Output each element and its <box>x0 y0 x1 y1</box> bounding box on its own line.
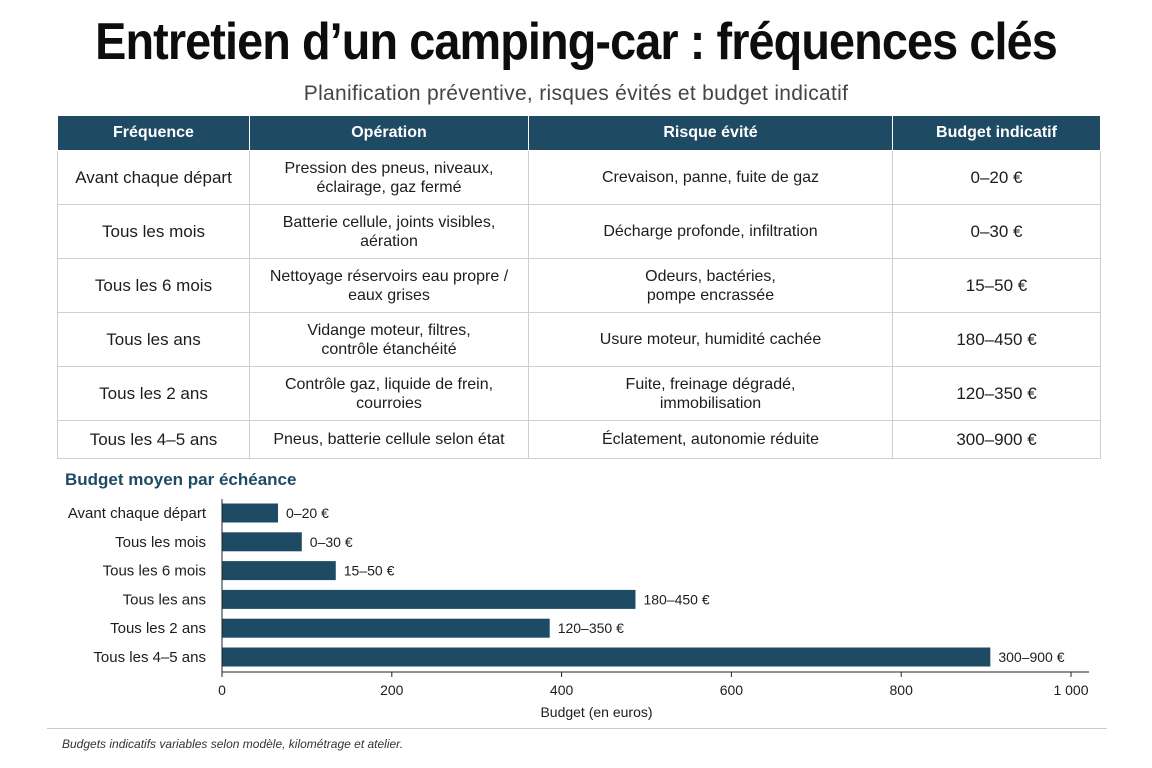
cell-risque: Éclatement, autonomie réduite <box>528 420 893 459</box>
category-label: Tous les mois <box>115 534 206 551</box>
table-row: Avant chaque départ Pression des pneus, … <box>57 150 1101 205</box>
cell-frequence: Avant chaque départ <box>57 150 250 205</box>
category-label: Tous les 4–5 ans <box>93 649 206 666</box>
bar <box>222 618 550 638</box>
x-tick-label: 600 <box>720 682 744 698</box>
bar <box>222 589 636 609</box>
x-tick-label: 800 <box>890 682 914 698</box>
data-label: 15–50 € <box>344 563 395 579</box>
cell-operation: Batterie cellule, joints visibles, aérat… <box>249 204 529 259</box>
data-label: 120–350 € <box>558 620 624 636</box>
category-label: Tous les ans <box>123 591 206 608</box>
cell-frequence: Tous les 2 ans <box>57 366 250 421</box>
chart-title: Budget moyen par échéance <box>65 470 297 489</box>
bar <box>222 561 336 581</box>
column-header-operation: Opération <box>249 115 529 151</box>
cell-operation: Contrôle gaz, liquide de frein, courroie… <box>249 366 529 421</box>
page-title: Entretien d’un camping-car : fréquences … <box>95 13 1058 71</box>
x-tick-label: 1 000 <box>1053 682 1088 698</box>
x-tick-label: 400 <box>550 682 574 698</box>
table-row: Tous les ans Vidange moteur, filtres, co… <box>57 312 1101 367</box>
cell-risque: Usure moteur, humidité cachée <box>528 312 893 367</box>
cell-frequence: Tous les 6 mois <box>57 258 250 313</box>
category-label: Tous les 2 ans <box>110 620 206 637</box>
data-label: 0–30 € <box>310 534 353 550</box>
cell-budget: 0–20 € <box>892 150 1101 205</box>
cell-risque: Décharge profonde, infiltration <box>528 204 893 259</box>
cell-risque: Crevaison, panne, fuite de gaz <box>528 150 893 205</box>
column-header-risque: Risque évité <box>528 115 893 151</box>
category-label: Tous les 6 mois <box>103 563 206 580</box>
column-header-budget: Budget indicatif <box>892 115 1101 151</box>
cell-budget: 0–30 € <box>892 204 1101 259</box>
data-label: 0–20 € <box>286 505 329 521</box>
bar <box>222 503 279 523</box>
maintenance-table: Fréquence Opération Risque évité Budget … <box>57 115 1101 459</box>
bar <box>222 647 991 667</box>
table-row: Tous les 4–5 ans Pneus, batterie cellule… <box>57 420 1101 459</box>
page-subtitle: Planification préventive, risques évités… <box>303 82 849 105</box>
cell-operation: Pression des pneus, niveaux, éclairage, … <box>249 150 529 205</box>
cell-risque: Fuite, freinage dégradé, immobilisation <box>528 366 893 421</box>
cell-frequence: Tous les mois <box>57 204 250 259</box>
x-axis-title: Budget (en euros) <box>540 704 652 720</box>
cell-risque: Odeurs, bactéries, pompe encrassée <box>528 258 893 313</box>
footnote: Budgets indicatifs variables selon modèl… <box>62 737 404 751</box>
divider <box>47 728 1107 729</box>
bar <box>222 532 302 552</box>
category-label: Avant chaque départ <box>68 505 207 522</box>
column-header-frequence: Fréquence <box>57 115 250 151</box>
budget-bar-chart: Avant chaque départ 0–20 € Tous les mois 0–… <box>68 499 1089 720</box>
cell-budget: 15–50 € <box>892 258 1101 313</box>
table-row: Tous les mois Batterie cellule, joints v… <box>57 204 1101 259</box>
x-tick-label: 200 <box>380 682 404 698</box>
table-row: Tous les 2 ans Contrôle gaz, liquide de … <box>57 366 1101 421</box>
cell-budget: 300–900 € <box>892 420 1101 459</box>
cell-operation: Nettoyage réservoirs eau propre / eaux g… <box>249 258 529 313</box>
x-tick-label: 0 <box>218 682 226 698</box>
data-label: 300–900 € <box>998 649 1064 665</box>
cell-budget: 180–450 € <box>892 312 1101 367</box>
data-label: 180–450 € <box>643 591 709 607</box>
cell-operation: Vidange moteur, filtres, contrôle étanch… <box>249 312 529 367</box>
cell-frequence: Tous les 4–5 ans <box>57 420 250 459</box>
cell-frequence: Tous les ans <box>57 312 250 367</box>
cell-operation: Pneus, batterie cellule selon état <box>249 420 529 459</box>
table-row: Tous les 6 mois Nettoyage réservoirs eau… <box>57 258 1101 313</box>
cell-budget: 120–350 € <box>892 366 1101 421</box>
